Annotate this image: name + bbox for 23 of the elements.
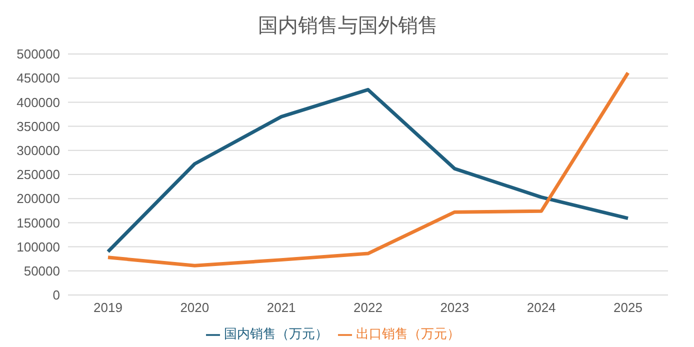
x-tick-label: 2025 (614, 300, 642, 316)
y-tick-label: 500000 (16, 46, 60, 62)
y-tick-label: 300000 (16, 143, 60, 158)
y-tick-label: 100000 (16, 239, 60, 254)
y-tick-label: 50000 (24, 264, 60, 279)
x-tick-label: 2024 (526, 300, 556, 316)
x-tick-label: 2021 (266, 300, 296, 316)
y-tick-label: 200000 (16, 191, 60, 206)
line-series (106, 88, 630, 254)
chart-title: 国内销售与国外销售 (257, 14, 439, 39)
y-tick-label: 400000 (16, 94, 60, 110)
y-tick-label: 0 (52, 288, 60, 303)
x-tick-label: 2020 (180, 300, 210, 316)
line-series (106, 71, 630, 268)
x-tick-label: 2022 (354, 300, 382, 316)
x-tick-label: 2019 (94, 300, 122, 316)
y-tick-label: 450000 (16, 70, 60, 86)
y-tick-label: 150000 (16, 215, 60, 230)
legend-label: 出口销售（万元） (356, 326, 460, 341)
y-tick-label: 250000 (16, 167, 60, 182)
x-tick-label: 2023 (440, 300, 470, 316)
legend-label: 国内销售（万元） (224, 326, 328, 341)
y-tick-label: 350000 (16, 118, 60, 134)
